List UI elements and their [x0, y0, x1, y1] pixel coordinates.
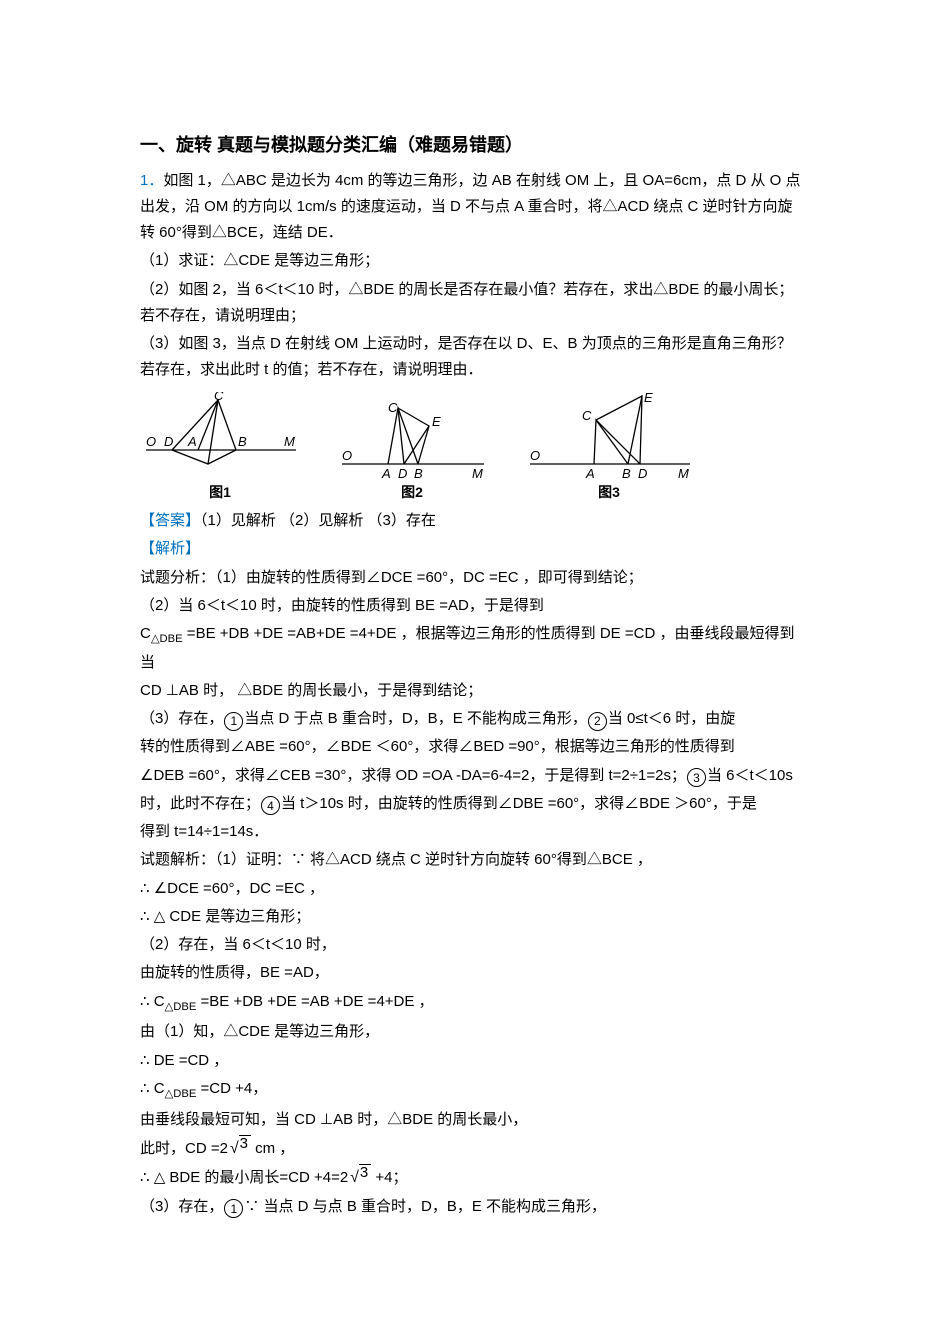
svg-text:O: O	[530, 448, 540, 463]
svg-text:M: M	[678, 466, 689, 481]
svg-text:B: B	[622, 466, 631, 481]
circled-4-icon: 4	[261, 796, 280, 815]
svg-text:C: C	[582, 408, 592, 423]
analysis-line-b3: 时，此时不存在；4当 t＞10s 时，由旋转的性质得到∠DBE =60°，求得∠…	[140, 791, 805, 817]
proof-line-4: 由旋转的性质得，BE =AD，	[140, 960, 805, 986]
svg-text:D: D	[164, 434, 173, 449]
p12-pre: （3）存在，	[140, 1198, 223, 1215]
a2-sub: △DBE	[151, 633, 183, 645]
proof-line-5: ∴ C△DBE =BE +DB +DE =AB +DE =4+DE ，	[140, 989, 805, 1018]
p5-rest: =BE +DB +DE =AB +DE =4+DE ，	[196, 993, 433, 1010]
svg-text:O: O	[146, 434, 156, 449]
proof-line-11: ∴ △ BDE 的最小周长=CD +4=2√3 +4；	[140, 1164, 805, 1192]
proof-line-0: 试题解析：（1）证明：∵ 将△ACD 绕点 C 逆时针方向旋转 60°得到△BC…	[140, 847, 805, 873]
solution-label: 【解析】	[140, 536, 805, 562]
b0-mid2: 当 0≤t＜6 时，由旋	[608, 710, 735, 727]
problem-line-4: （3）如图 3，当点 D 在射线 OM 上运动时，是否存在以 D、E、B 为顶点…	[140, 331, 805, 384]
proof-line-6: 由（1）知，△CDE 是等边三角形，	[140, 1019, 805, 1045]
analysis-line-b4: 得到 t=14÷1=14s．	[140, 819, 805, 845]
svg-text:A: A	[585, 466, 595, 481]
proof-line-10: 此时，CD =2√3 cm ，	[140, 1135, 805, 1163]
analysis-line-1: （2）当 6＜t＜10 时，由旋转的性质得到 BE =AD，于是得到	[140, 593, 805, 619]
analysis-line-b2: ∠DEB =60°，求得∠CEB =30°，求得 OD =OA -DA=6-4=…	[140, 763, 805, 789]
svg-text:D: D	[398, 466, 407, 481]
problem-line-2: （1）求证：△CDE 是等边三角形；	[140, 248, 805, 274]
p10-rest: cm ，	[251, 1140, 294, 1157]
figure-row: O D A B M C 图1 O A D B M C	[140, 392, 805, 505]
b2-mid3: 当 6＜t＜10s	[707, 767, 793, 784]
analysis-line-0: 试题分析：（1）由旋转的性质得到∠DCE =60°，DC =EC ，即可得到结论…	[140, 565, 805, 591]
svg-text:A: A	[187, 434, 197, 449]
figure-2-label: 图2	[401, 480, 423, 505]
analysis-line-2: C△DBE =BE +DB +DE =AB+DE =4+DE ，根据等边三角形的…	[140, 621, 805, 676]
proof-line-2: ∴ △ CDE 是等边三角形；	[140, 904, 805, 930]
figure-3-svg: O A B D M C E	[524, 392, 694, 482]
document-page: 一、旋转 真题与模拟题分类汇编（难题易错题） 1．如图 1，△ABC 是边长为 …	[0, 0, 945, 1262]
sqrt-icon: √3	[348, 1164, 371, 1192]
circled-3-icon: 3	[687, 768, 706, 787]
svg-text:C: C	[214, 392, 224, 403]
b0-pre: （3）存在，	[140, 710, 223, 727]
figure-3: O A B D M C E 图3	[524, 392, 694, 505]
figure-1-label: 图1	[209, 480, 231, 505]
sqrt-icon: √3	[228, 1135, 251, 1163]
svg-text:C: C	[388, 402, 398, 415]
p8-rest: =CD +4，	[196, 1080, 267, 1097]
p8-pre: ∴ C	[140, 1080, 165, 1097]
figure-1: O D A B M C 图1	[140, 392, 300, 505]
svg-text:O: O	[342, 448, 352, 463]
b2-pre: ∠DEB =60°，求得∠CEB =30°，求得 OD =OA -DA=6-4=…	[140, 767, 686, 784]
answer-label: 【答案】	[140, 512, 200, 529]
p8-sub: △DBE	[165, 1088, 197, 1100]
figure-3-label: 图3	[598, 480, 620, 505]
circled-1-icon: 1	[224, 712, 243, 731]
svg-text:B: B	[238, 434, 247, 449]
svg-text:E: E	[432, 414, 441, 429]
p11-rest: +4；	[371, 1169, 407, 1186]
p11-pre: ∴ △ BDE 的最小周长=CD +4=2	[140, 1169, 348, 1186]
b0-mid1: 当点 D 于点 B 重合时，D，B，E 不能构成三角形，	[244, 710, 587, 727]
answer-text: （1）见解析 （2）见解析 （3）存在	[200, 512, 436, 529]
p11-root: 3	[359, 1164, 371, 1181]
svg-text:D: D	[638, 466, 647, 481]
svg-text:M: M	[472, 466, 483, 481]
proof-line-8: ∴ C△DBE =CD +4，	[140, 1076, 805, 1105]
p5-sub: △DBE	[165, 1001, 197, 1013]
problem-statement: 1．如图 1，△ABC 是边长为 4cm 的等边三角形，边 AB 在射线 OM …	[140, 168, 805, 247]
analysis-line-3: CD ⊥AB 时， △BDE 的周长最小，于是得到结论；	[140, 678, 805, 704]
figure-1-svg: O D A B M C	[140, 392, 300, 482]
answer-line: 【答案】（1）见解析 （2）见解析 （3）存在	[140, 508, 805, 534]
circled-1b-icon: 1	[224, 1199, 243, 1218]
a2-pre: C	[140, 625, 151, 642]
svg-text:M: M	[284, 434, 295, 449]
question-number: 1．	[140, 172, 163, 189]
p5-pre: ∴ C	[140, 993, 165, 1010]
b3-mid4: 当 t＞10s 时，由旋转的性质得到∠DBE =60°，求得∠BDE ＞60°，…	[281, 795, 757, 812]
proof-line-12: （3）存在，1∵ 当点 D 与点 B 重合时，D，B，E 不能构成三角形，	[140, 1194, 805, 1220]
analysis-line-b0: （3）存在，1当点 D 于点 B 重合时，D，B，E 不能构成三角形，2当 0≤…	[140, 706, 805, 732]
proof-line-3: （2）存在，当 6＜t＜10 时，	[140, 932, 805, 958]
proof-line-7: ∴ DE =CD ，	[140, 1048, 805, 1074]
problem-line-1: 如图 1，△ABC 是边长为 4cm 的等边三角形，边 AB 在射线 OM 上，…	[140, 172, 801, 242]
section-title: 一、旋转 真题与模拟题分类汇编（难题易错题）	[140, 130, 805, 162]
figure-2: O A D B M C E 图2	[336, 402, 488, 505]
svg-text:B: B	[414, 466, 423, 481]
p12-rest: ∵ 当点 D 与点 B 重合时，D，B，E 不能构成三角形，	[244, 1198, 606, 1215]
circled-2-icon: 2	[588, 712, 607, 731]
proof-line-9: 由垂线段最短可知，当 CD ⊥AB 时，△BDE 的周长最小，	[140, 1107, 805, 1133]
proof-line-1: ∴ ∠DCE =60°，DC =EC ，	[140, 876, 805, 902]
figure-2-svg: O A D B M C E	[336, 402, 488, 482]
p10-root: 3	[239, 1135, 251, 1152]
problem-line-3: （2）如图 2，当 6＜t＜10 时，△BDE 的周长是否存在最小值？若存在，求…	[140, 277, 805, 330]
a2-rest: =BE +DB +DE =AB+DE =4+DE ，根据等边三角形的性质得到 D…	[140, 625, 794, 671]
svg-text:E: E	[644, 392, 653, 405]
analysis-line-b1: 转的性质得到∠ABE =60°，∠BDE ＜60°，求得∠BED =90°，根据…	[140, 734, 805, 760]
svg-text:A: A	[381, 466, 391, 481]
p10-pre: 此时，CD =2	[140, 1140, 228, 1157]
b3-pre: 时，此时不存在；	[140, 795, 260, 812]
